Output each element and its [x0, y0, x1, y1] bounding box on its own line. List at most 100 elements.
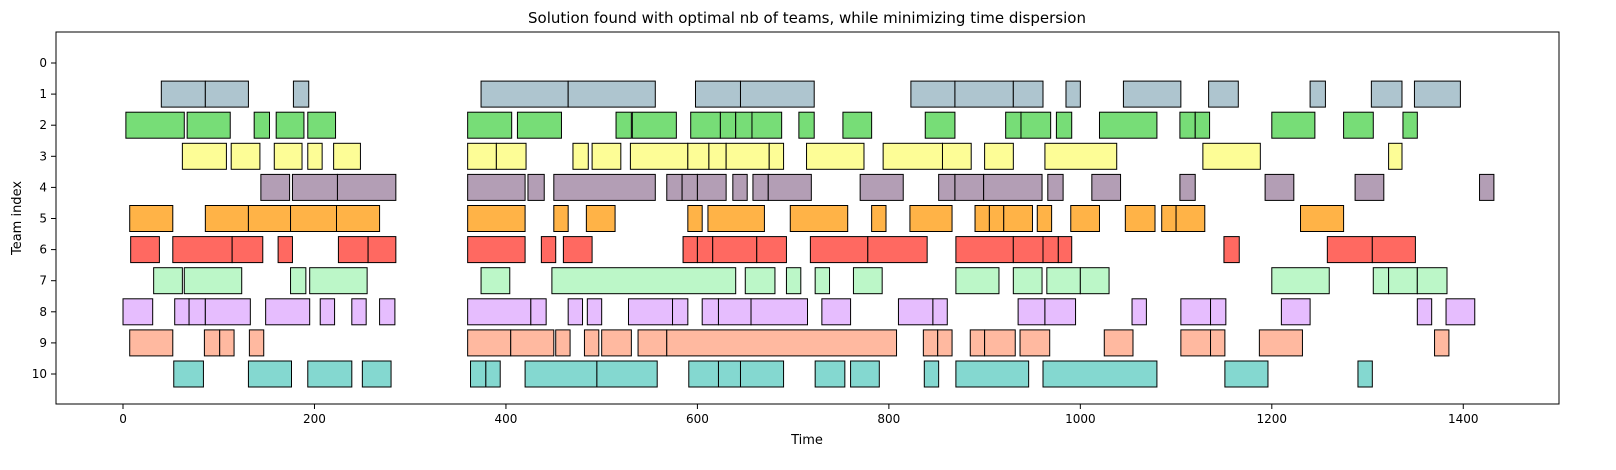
task-bar	[717, 298, 752, 326]
task-bar	[752, 173, 769, 201]
task-bar	[1416, 298, 1433, 326]
task-bar	[708, 142, 727, 170]
task-bar	[1003, 205, 1033, 232]
task-bar	[954, 80, 1014, 108]
x-axis: 0 200 400 600 800 1000 1200 1400	[119, 404, 1479, 426]
task-bar	[307, 360, 353, 388]
task-bar	[984, 329, 1016, 357]
task-bar	[1388, 142, 1403, 170]
task-bar	[750, 298, 809, 326]
task-bar	[265, 298, 311, 326]
task-bar	[1065, 80, 1081, 108]
task-bar	[672, 298, 689, 326]
task-bars	[122, 80, 1495, 388]
task-bar	[687, 205, 703, 232]
task-bar	[809, 236, 869, 264]
task-bar	[204, 80, 249, 108]
task-bar	[842, 111, 873, 139]
y-tick-label: 4	[39, 180, 47, 194]
task-bar	[725, 142, 770, 170]
task-bar	[1280, 298, 1311, 326]
task-bar	[1091, 173, 1122, 201]
y-axis: 0 1 2 3 4 5 6 7 8 9 10	[32, 56, 56, 381]
task-bar	[627, 298, 674, 326]
team-1-tasks	[160, 80, 1461, 108]
task-bar	[767, 173, 812, 201]
task-bar	[292, 80, 310, 108]
task-bar	[1103, 329, 1134, 357]
y-axis-title: Team index	[10, 181, 25, 256]
task-bar	[129, 329, 174, 357]
task-bar	[1179, 111, 1196, 139]
task-bar	[277, 236, 293, 264]
task-bar	[615, 111, 632, 139]
task-bar	[814, 267, 831, 295]
team-3-tasks	[181, 142, 1403, 170]
task-bar	[1354, 173, 1385, 201]
task-bar	[367, 236, 397, 264]
x-tick-label: 800	[877, 412, 900, 426]
task-bar	[688, 360, 719, 388]
task-bar	[744, 267, 776, 295]
task-bar	[562, 236, 593, 264]
task-bar	[696, 173, 727, 201]
task-bar	[637, 329, 668, 357]
task-bar	[1271, 267, 1330, 295]
task-bar	[932, 298, 948, 326]
task-bar	[467, 329, 512, 357]
task-bar	[785, 267, 802, 295]
task-bar	[1223, 236, 1240, 264]
task-bar	[751, 111, 783, 139]
task-bar	[567, 298, 584, 326]
task-bar	[1357, 360, 1373, 388]
team-7-tasks	[153, 267, 1448, 295]
team-9-tasks	[129, 329, 1450, 357]
task-bar	[806, 142, 865, 170]
task-bar	[160, 80, 206, 108]
task-bar	[1124, 205, 1156, 232]
task-bar	[1372, 267, 1390, 295]
task-bar	[129, 205, 174, 232]
team-5-tasks	[129, 205, 1345, 232]
task-bar	[1371, 236, 1416, 264]
task-bar	[1175, 205, 1206, 232]
task-bar	[336, 205, 381, 232]
chart-title: Solution found with optimal nb of teams,…	[528, 9, 1086, 27]
task-bar	[186, 111, 231, 139]
task-bar	[1122, 80, 1182, 108]
task-bar	[909, 205, 953, 232]
task-bar	[183, 267, 243, 295]
task-bar	[1057, 236, 1073, 264]
task-bar	[910, 80, 956, 108]
task-bar	[551, 267, 737, 295]
task-bar	[585, 205, 616, 232]
task-bar	[988, 205, 1005, 232]
task-bar	[273, 142, 303, 170]
task-bar	[1044, 298, 1077, 326]
task-bar	[922, 329, 939, 357]
task-bar	[1005, 111, 1022, 139]
task-bar	[1180, 329, 1212, 357]
task-bar	[1042, 360, 1158, 388]
task-bar	[1434, 329, 1450, 357]
task-bar	[867, 236, 928, 264]
task-bar	[941, 142, 972, 170]
task-bar	[596, 360, 658, 388]
task-bar	[467, 142, 497, 170]
x-tick-label: 1000	[1065, 412, 1096, 426]
task-bar	[666, 329, 898, 357]
task-bar	[732, 173, 748, 201]
task-bar	[631, 111, 677, 139]
task-bar	[1036, 205, 1053, 232]
task-bar	[1210, 329, 1226, 357]
task-bar	[122, 298, 154, 326]
task-bar	[248, 329, 265, 357]
task-bar	[219, 329, 235, 357]
task-bar	[1079, 267, 1110, 295]
y-tick-label: 3	[39, 149, 47, 163]
task-bar	[814, 360, 846, 388]
task-bar	[717, 360, 741, 388]
task-bar	[333, 142, 361, 170]
task-bar	[1194, 111, 1211, 139]
